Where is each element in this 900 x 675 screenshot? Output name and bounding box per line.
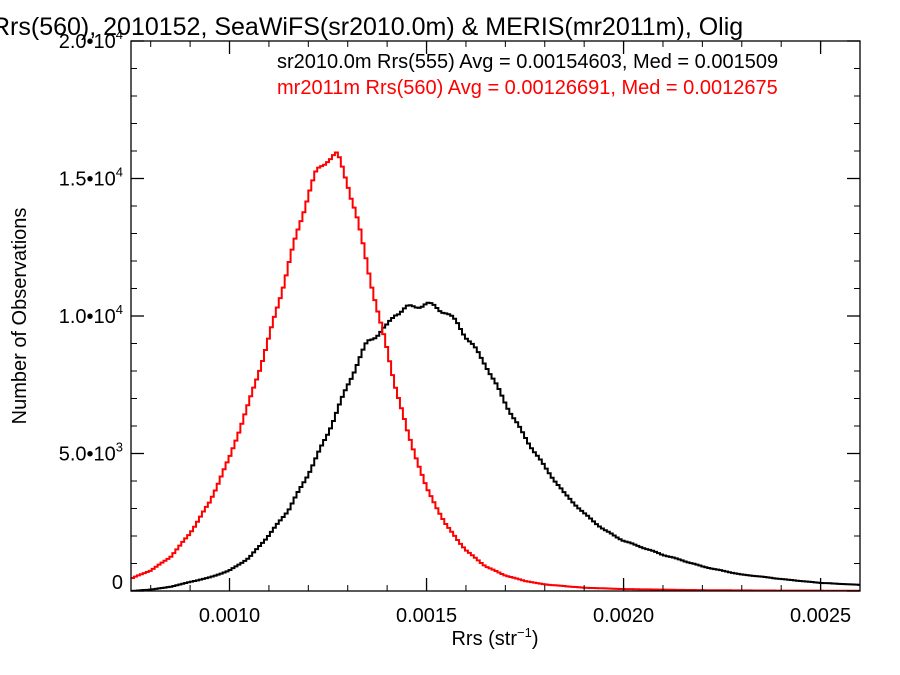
y-tick-label: 0 [112, 572, 123, 594]
x-axis-label: Rrs (str−1) [451, 625, 538, 650]
y-axis-label: Number of Observations [9, 208, 31, 425]
x-tick-label: 0.0025 [790, 605, 851, 627]
x-tick-label: 0.0015 [396, 605, 457, 627]
legend-entry-2: mr2011m Rrs(560) Avg = 0.00126691, Med =… [277, 77, 778, 99]
series-layer [131, 151, 860, 591]
legend: sr2010.0m Rrs(555) Avg = 0.00154603, Med… [277, 51, 778, 99]
series-line-1 [131, 301, 860, 591]
chart-title: Rrs(560), 2010152, SeaWiFS(sr2010.0m) & … [0, 13, 743, 41]
series-line-2 [131, 151, 860, 591]
y-tick-label: 1.0•104 [59, 302, 123, 328]
x-axis-ticks: 0.0010 0.0015 0.0020 0.0025 [150, 41, 861, 627]
plot-frame [130, 40, 861, 592]
y-tick-label: 1.5•104 [59, 165, 123, 191]
x-tick-label: 0.0020 [593, 605, 654, 627]
y-tick-label: 2.0•104 [59, 27, 123, 53]
legend-entry-1: sr2010.0m Rrs(555) Avg = 0.00154603, Med… [277, 51, 778, 73]
y-axis-ticks: 0 5.0•103 1.0•104 1.5•104 2.0•104 [59, 27, 860, 594]
x-tick-label: 0.0010 [199, 605, 260, 627]
y-tick-label: 5.0•103 [59, 440, 123, 466]
